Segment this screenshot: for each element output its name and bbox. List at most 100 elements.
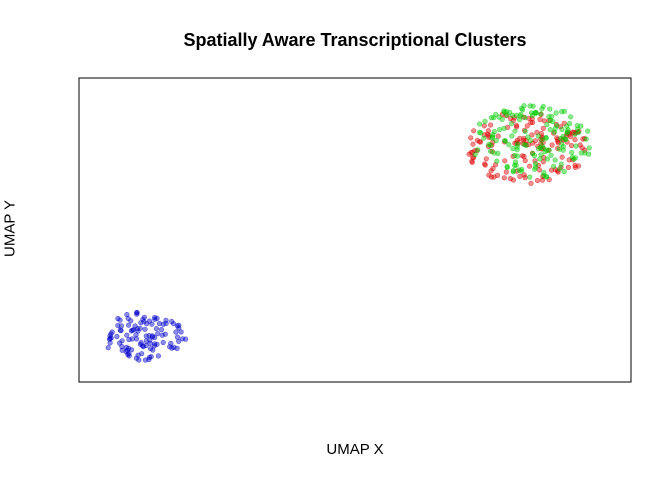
scatter-point bbox=[544, 156, 551, 162]
scatter-point bbox=[540, 139, 546, 146]
scatter-point bbox=[163, 317, 169, 324]
scatter-point bbox=[548, 152, 554, 158]
scatter-point bbox=[114, 333, 120, 340]
scatter-point bbox=[484, 131, 491, 137]
scatter-point bbox=[501, 108, 507, 114]
scatter-point bbox=[509, 112, 516, 119]
scatter-point bbox=[572, 164, 579, 170]
scatter-point bbox=[494, 158, 500, 164]
scatter-point bbox=[552, 126, 558, 132]
scatter-point bbox=[507, 109, 513, 115]
scatter-point bbox=[554, 138, 561, 144]
scatter-point bbox=[491, 129, 498, 135]
scatter-point bbox=[559, 141, 565, 147]
scatter-point bbox=[503, 169, 509, 175]
scatter-point bbox=[510, 146, 516, 152]
scatter-point bbox=[516, 167, 522, 173]
scatter-point bbox=[578, 150, 584, 156]
scatter-point bbox=[169, 345, 175, 351]
scatter-point bbox=[158, 327, 165, 333]
scatter-point bbox=[559, 108, 565, 115]
scatter-point bbox=[152, 314, 158, 321]
scatter-point bbox=[474, 137, 480, 143]
scatter-point bbox=[126, 322, 132, 328]
scatter-point bbox=[146, 356, 152, 363]
scatter-point bbox=[486, 172, 492, 178]
scatter-point bbox=[176, 325, 182, 331]
scatter-point bbox=[540, 125, 546, 131]
scatter-point bbox=[142, 326, 148, 332]
scatter-point bbox=[488, 122, 494, 128]
scatter-point bbox=[507, 176, 514, 182]
scatter-point bbox=[472, 151, 478, 158]
scatter-point bbox=[489, 135, 495, 141]
scatter-point bbox=[526, 115, 532, 121]
scatter-point bbox=[565, 127, 571, 133]
scatter-point bbox=[522, 128, 528, 134]
scatter-point bbox=[136, 357, 142, 363]
scatter-point bbox=[501, 175, 507, 181]
scatter-point bbox=[159, 332, 165, 338]
scatter-point bbox=[117, 317, 123, 323]
scatter-point bbox=[468, 135, 474, 141]
scatter-point bbox=[179, 336, 186, 342]
scatter-point bbox=[107, 340, 113, 346]
scatter-point bbox=[483, 156, 489, 162]
scatter-point bbox=[512, 128, 518, 134]
scatter-point bbox=[540, 103, 546, 109]
scatter-point bbox=[532, 164, 539, 170]
scatter-point bbox=[512, 152, 518, 158]
scatter-point bbox=[585, 151, 592, 157]
scatter-point bbox=[560, 147, 566, 153]
scatter-point bbox=[153, 326, 159, 332]
scatter-point bbox=[575, 163, 582, 169]
scatter-point bbox=[529, 132, 535, 138]
scatter-point bbox=[557, 166, 563, 172]
scatter-point bbox=[519, 153, 526, 159]
scatter-point bbox=[532, 110, 538, 116]
scatter-point bbox=[509, 133, 515, 139]
scatter-point bbox=[481, 135, 487, 141]
scatter-point bbox=[548, 113, 555, 120]
scatter-point bbox=[156, 320, 163, 327]
scatter-point bbox=[582, 147, 588, 153]
scatter-point bbox=[173, 329, 179, 335]
scatter-point bbox=[554, 123, 560, 129]
scatter-point bbox=[502, 158, 508, 164]
scatter-point bbox=[521, 141, 527, 148]
scatter-point bbox=[476, 129, 483, 135]
scatter-point bbox=[538, 111, 544, 117]
scatter-point bbox=[552, 157, 558, 163]
scatter-point bbox=[482, 118, 488, 124]
scatter-point bbox=[514, 141, 521, 147]
scatter-point bbox=[178, 329, 184, 335]
scatter-point bbox=[171, 321, 177, 327]
scatter-point bbox=[537, 145, 544, 151]
scatter-point bbox=[541, 169, 547, 176]
scatter-point bbox=[149, 321, 155, 327]
scatter-point bbox=[495, 150, 501, 156]
scatter-point bbox=[510, 168, 517, 174]
scatter-point bbox=[174, 334, 181, 340]
scatter-point bbox=[491, 150, 497, 156]
scatter-point bbox=[531, 152, 538, 159]
scatter-point bbox=[550, 118, 556, 125]
scatter-point bbox=[568, 142, 575, 149]
scatter-point bbox=[565, 164, 572, 170]
scatter-point bbox=[168, 340, 174, 347]
scatter-point bbox=[174, 345, 180, 352]
scatter-point bbox=[575, 129, 582, 135]
scatter-point bbox=[527, 174, 533, 180]
scatter-point bbox=[522, 158, 528, 164]
scatter-point bbox=[543, 135, 549, 141]
scatter-point bbox=[572, 155, 579, 161]
scatter-point bbox=[569, 149, 575, 156]
scatter-point bbox=[133, 332, 139, 338]
scatter-point bbox=[586, 145, 592, 151]
scatter-point bbox=[527, 137, 534, 144]
scatter-point bbox=[493, 138, 499, 144]
scatter-point bbox=[506, 142, 512, 148]
scatter-point bbox=[578, 123, 584, 129]
scatter-point bbox=[508, 121, 515, 127]
